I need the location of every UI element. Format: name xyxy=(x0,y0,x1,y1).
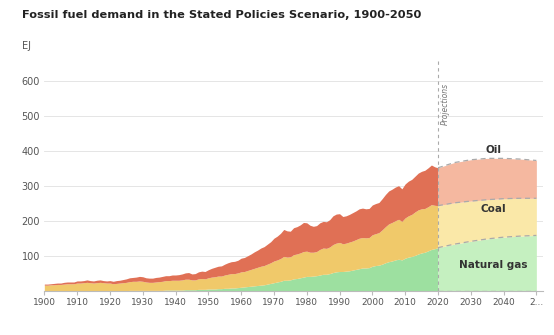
Text: Projections: Projections xyxy=(440,83,450,125)
Text: Oil: Oil xyxy=(486,145,502,155)
Text: Coal: Coal xyxy=(481,204,506,214)
Text: Natural gas: Natural gas xyxy=(459,260,528,270)
Text: EJ: EJ xyxy=(22,41,31,51)
Text: Fossil fuel demand in the Stated Policies Scenario, 1900-2050: Fossil fuel demand in the Stated Policie… xyxy=(22,10,422,20)
